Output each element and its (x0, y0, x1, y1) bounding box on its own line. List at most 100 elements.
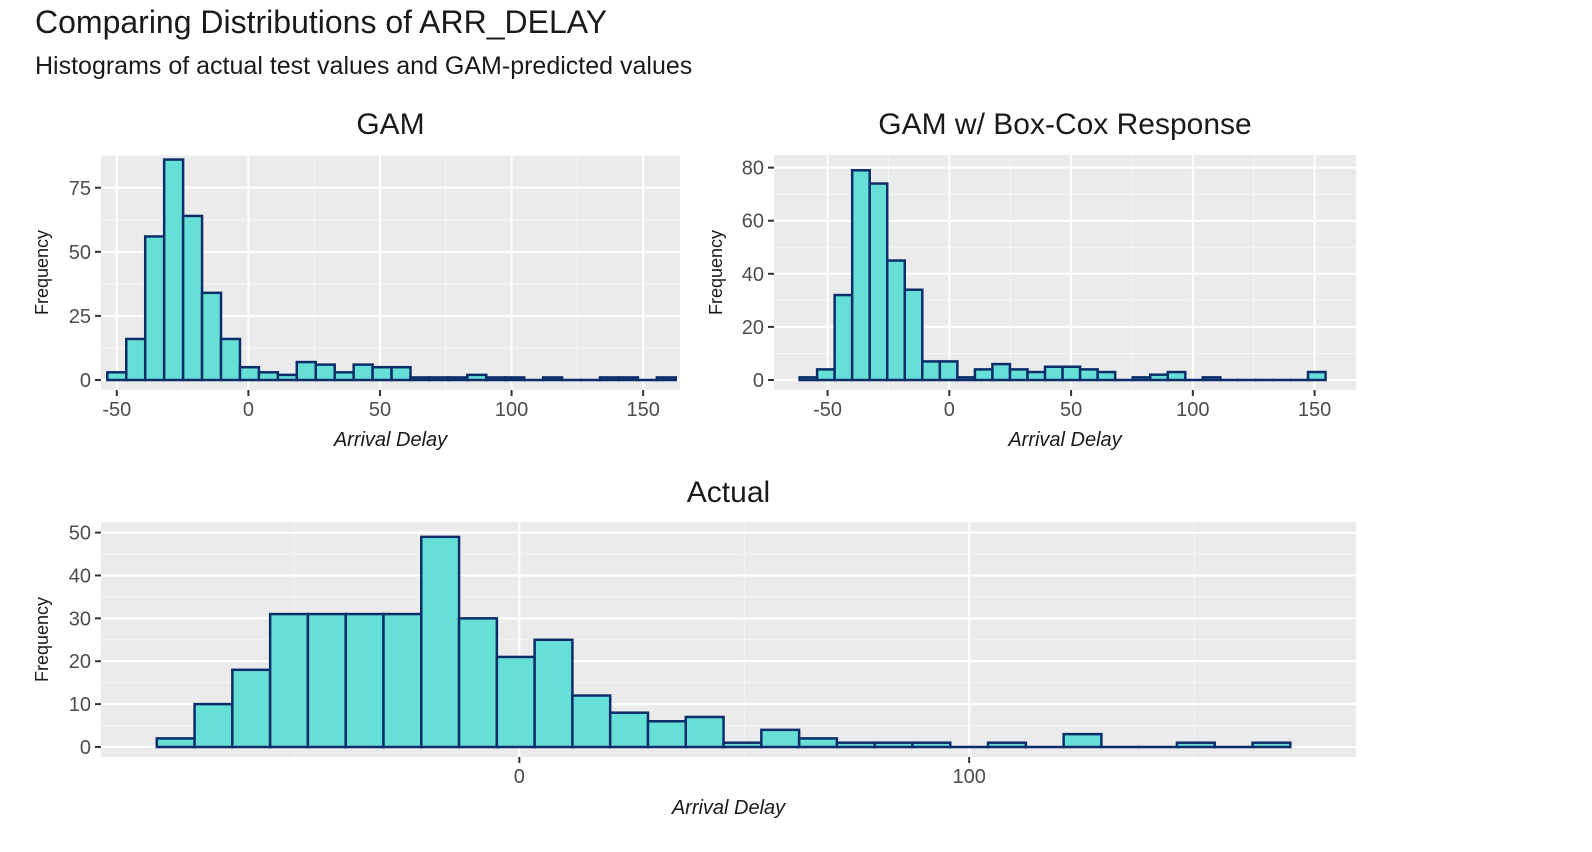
histogram-bar (608, 711, 650, 749)
histogram-bar (409, 376, 431, 382)
histogram-bar (106, 371, 128, 382)
histogram-bar (1175, 741, 1217, 749)
histogram-bar (815, 368, 836, 382)
panel-title: Actual (687, 476, 770, 509)
y-tick-label: 80 (742, 158, 764, 180)
x-axis-title: Arrival Delay (333, 429, 448, 451)
x-tick-label: 100 (952, 766, 985, 788)
histogram-bar (382, 612, 423, 749)
y-tick-label: 0 (80, 370, 91, 392)
y-tick-label: 20 (742, 317, 764, 339)
x-tick-label: -50 (102, 399, 131, 421)
y-tick-label: 50 (69, 242, 91, 264)
histogram-bar (684, 715, 725, 749)
histogram-bar (238, 365, 261, 382)
histogram-bar (903, 288, 924, 382)
y-axis-title: Frequency (32, 597, 52, 682)
histogram-bar (155, 737, 196, 749)
x-tick-label: 150 (626, 399, 659, 421)
histogram-bar (268, 612, 310, 749)
x-tick-label: 50 (369, 399, 391, 421)
histogram-bar (344, 612, 385, 749)
histogram-bar (655, 376, 678, 382)
x-axis-title: Arrival Delay (671, 797, 786, 819)
x-tick-label: 150 (1298, 399, 1331, 421)
panel-title: GAM w/ Box-Cox Response (878, 108, 1251, 141)
histogram-bar (1251, 741, 1292, 749)
x-tick-label: 0 (514, 766, 525, 788)
histogram-bar (617, 376, 640, 382)
y-tick-label: 30 (69, 608, 91, 630)
histogram-bar (125, 337, 147, 382)
histogram-bar (162, 158, 185, 382)
histogram-bar (503, 376, 526, 382)
histogram-bar (760, 728, 801, 749)
histogram-bar (371, 365, 393, 382)
histogram-bar (873, 741, 914, 749)
histogram-bar (306, 612, 347, 749)
histogram-bar (541, 376, 564, 382)
histogram-bar (833, 293, 854, 382)
y-axis-title: Frequency (706, 230, 726, 315)
histogram-bar (333, 371, 355, 382)
histogram-bar (457, 617, 499, 749)
panel-2: 0 20 40 60 80 -50 0 50 100 150 GAM w/ Box-Cox Resp… (706, 108, 1356, 451)
y-tick-label: 50 (69, 523, 91, 545)
x-tick-label: 0 (243, 399, 254, 421)
y-tick-label: 10 (69, 694, 91, 716)
y-axis-title: Frequency (32, 230, 52, 315)
panel-3: 0 10 20 30 40 50 0 100 Actual Arrival Delay Freque… (32, 476, 1356, 819)
histogram-bar (219, 337, 242, 382)
y-tick-label: 0 (80, 737, 91, 759)
histogram-bar (447, 376, 469, 382)
histogram-bar (1306, 370, 1327, 382)
histogram-bar (428, 376, 450, 382)
histogram-bar (1201, 376, 1222, 382)
x-tick-label: 0 (944, 399, 955, 421)
histogram-bar (1166, 370, 1187, 382)
histogram-bar (276, 373, 299, 382)
histogram-bar (193, 702, 234, 749)
histogram-bar (646, 720, 688, 749)
histogram-bar (835, 741, 876, 749)
histogram-bar (181, 214, 204, 382)
histogram-bar (257, 371, 280, 382)
panel-title: GAM (356, 108, 424, 141)
histogram-bar (598, 376, 621, 382)
y-tick-label: 75 (69, 178, 91, 200)
x-axis-title: Arrival Delay (1007, 429, 1122, 451)
histogram-bar (850, 169, 871, 382)
histogram-bar (485, 376, 507, 382)
histogram-bar (1061, 365, 1082, 382)
histogram-bar (986, 741, 1028, 749)
histogram-bar (1043, 365, 1064, 382)
histogram-bar (495, 655, 536, 749)
x-tick-label: 50 (1060, 399, 1082, 421)
histogram-bar (798, 376, 819, 382)
histogram-bar (956, 376, 977, 382)
histogram-bar (420, 535, 461, 749)
histogram-bar (722, 741, 763, 749)
y-tick-label: 60 (742, 211, 764, 233)
histogram-bar (1026, 370, 1047, 382)
histogram-bar (868, 182, 889, 382)
histogram-bar (200, 291, 223, 382)
histogram-bar (390, 365, 412, 382)
histogram-bar (973, 368, 994, 382)
chart-title: Comparing Distributions of ARR_DELAY (35, 4, 608, 40)
histogram-bar (911, 741, 952, 749)
histogram-bar (533, 638, 574, 749)
histogram-bar (1078, 368, 1099, 382)
histogram-bar (1148, 373, 1170, 382)
histogram-bar (143, 235, 166, 382)
histogram-bar (314, 363, 336, 382)
x-tick-label: 100 (1176, 399, 1209, 421)
histogram-bar (938, 360, 959, 382)
y-tick-label: 20 (69, 651, 91, 673)
y-tick-label: 40 (742, 264, 764, 286)
histogram-bar (231, 668, 272, 749)
histogram-bar (295, 360, 318, 382)
histogram-bar (1096, 370, 1117, 382)
histogram-bar (352, 363, 374, 382)
histogram-bar (885, 259, 907, 382)
